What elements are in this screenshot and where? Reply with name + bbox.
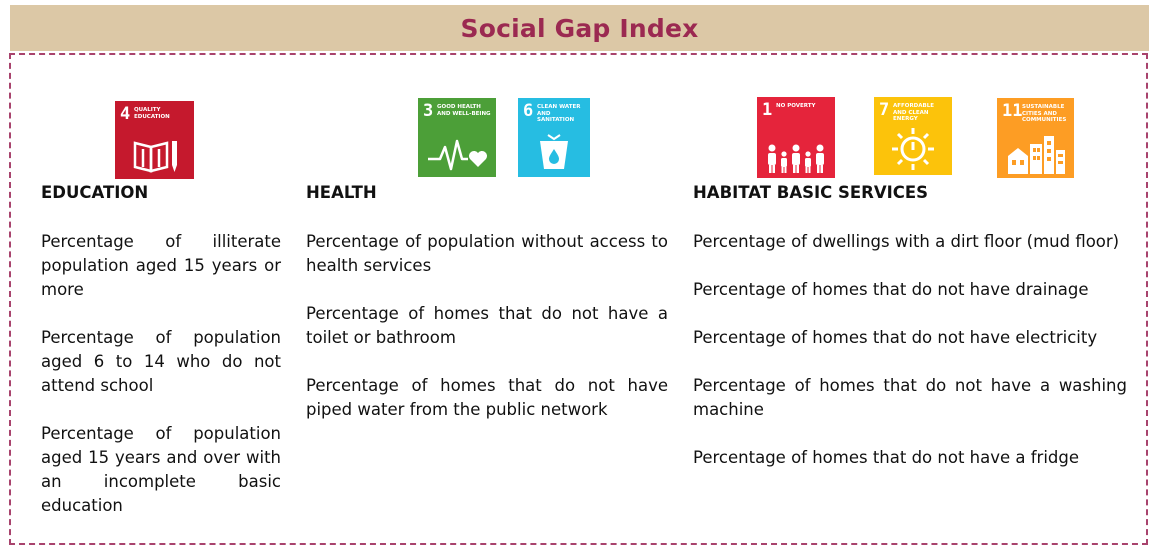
book-pencil-icon [115,135,194,175]
sdg7-number: 7 [879,100,890,120]
list-item: Percentage of illiterate population aged… [41,232,281,299]
health-list: Percentage of population without access … [306,230,668,422]
list-item: Percentage of homes that do not have a w… [693,376,1127,419]
list-item: Percentage of homes that do not have ele… [693,328,1098,347]
sdg4-number: 4 [120,104,131,124]
list-item: Percentage of homes that do not have pip… [306,376,668,419]
sdg3-tile: 3 GOOD HEALTH AND WELL-BEING [418,98,496,177]
sdg3-label: GOOD HEALTH AND WELL-BEING [437,104,491,117]
list-item: Percentage of population aged 15 years a… [41,424,281,515]
heartbeat-icon [418,137,496,173]
sdg4-tile: 4 QUALITY EDUCATION [115,101,194,179]
title-banner: Social Gap Index [10,5,1149,51]
list-item: Percentage of population aged 6 to 14 wh… [41,328,281,395]
city-icon [997,134,1074,174]
sdg3-number: 3 [423,101,434,121]
list-item: Percentage of homes that do not have dra… [693,280,1089,299]
sdg1-label: NO POVERTY [776,103,816,109]
habitat-list: Percentage of dwellings with a dirt floo… [693,230,1127,470]
family-icon [757,142,835,174]
sdg11-number: 11 [1002,101,1023,121]
habitat-heading: HABITAT BASIC SERVICES [693,183,929,202]
sdg6-label: CLEAN WATER AND SANITATION [537,104,581,123]
sdg4-label: QUALITY EDUCATION [134,107,170,120]
sdg6-tile: 6 CLEAN WATER AND SANITATION [518,98,590,177]
education-list: Percentage of illiterate population aged… [41,230,281,518]
sdg11-label: SUSTAINABLE CITIES AND COMMUNITIES [1022,104,1067,123]
sdg7-label: AFFORDABLE AND CLEAN ENERGY [893,103,934,122]
sdg7-tile: 7 AFFORDABLE AND CLEAN ENERGY [874,97,952,175]
dashed-frame [9,53,1148,545]
sdg1-tile: 1 NO POVERTY [757,97,835,178]
health-heading: HEALTH [306,183,377,202]
education-heading: EDUCATION [41,183,149,202]
page-title: Social Gap Index [460,13,699,43]
list-item: Percentage of homes that do not have a t… [306,304,668,347]
list-item: Percentage of dwellings with a dirt floo… [693,232,1120,251]
sdg6-number: 6 [523,101,534,121]
sdg11-tile: 11 SUSTAINABLE CITIES AND COMMUNITIES [997,98,1074,178]
water-glass-icon [518,133,590,173]
list-item: Percentage of homes that do not have a f… [693,448,1080,467]
sdg1-number: 1 [762,100,773,120]
sun-power-icon [874,127,952,171]
list-item: Percentage of population without access … [306,232,668,275]
